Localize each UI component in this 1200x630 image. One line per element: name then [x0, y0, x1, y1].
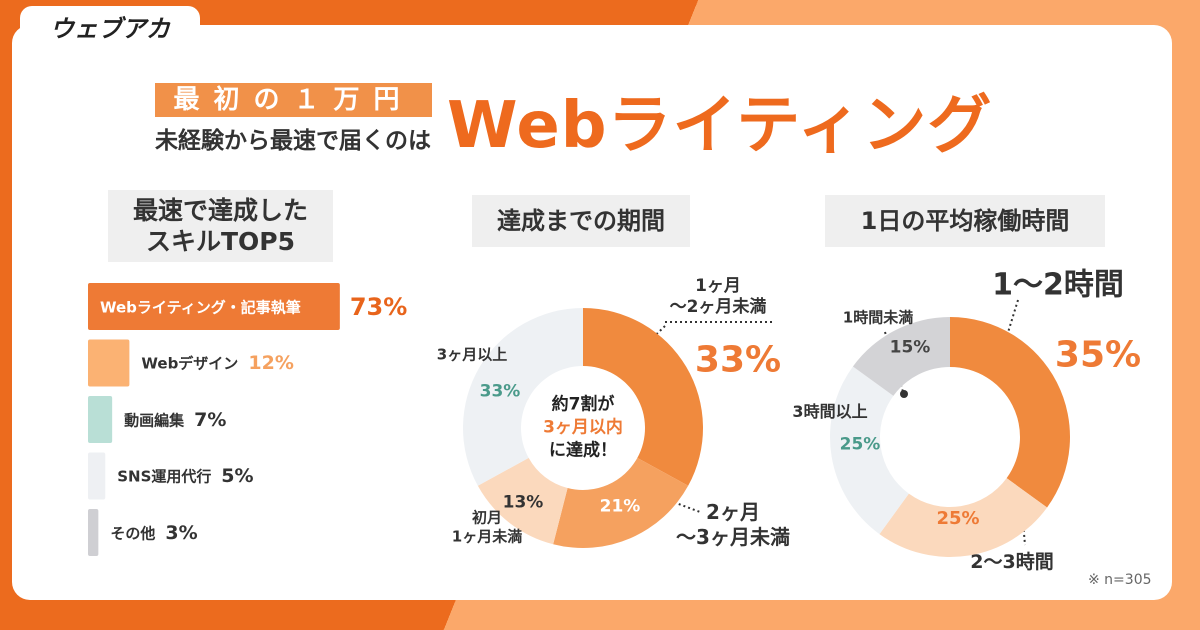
- bar: [88, 339, 130, 387]
- segment-label: 2ヶ月 〜3ヶ月未満: [676, 500, 790, 549]
- bar: [88, 396, 113, 443]
- donut-segment: [583, 308, 704, 486]
- chart-title: 達成までの期間: [472, 195, 690, 247]
- logo: ウェブアカ: [20, 6, 200, 46]
- value-label: 73%: [349, 292, 408, 321]
- center-text: 3ヶ月以内: [543, 417, 623, 438]
- value-label: 12%: [248, 352, 294, 374]
- value-label: 5%: [221, 465, 254, 487]
- donut-segment: [463, 308, 583, 486]
- value-label: 25%: [936, 507, 980, 529]
- bar: [88, 509, 99, 556]
- value-label: 7%: [194, 408, 227, 431]
- donut-segment: [553, 457, 689, 548]
- donut-segment: [852, 317, 950, 396]
- chart-title: 1日の平均稼働時間: [825, 195, 1105, 247]
- value-label: 21%: [599, 496, 641, 517]
- bar: [88, 283, 340, 330]
- leader-dot: [900, 390, 908, 398]
- center-text: 約7割が: [551, 394, 615, 415]
- segment-label: 初月 1ヶ月未満: [451, 508, 523, 545]
- segment-label: 1〜2時間: [992, 267, 1124, 303]
- value-label: 35%: [1054, 334, 1142, 376]
- segment-label: 1時間未満: [842, 308, 914, 327]
- subtitle: 未経験から最速で届くのは: [155, 128, 431, 154]
- center-text: に達成！: [549, 440, 617, 461]
- logo-text: ウェブアカ: [50, 14, 170, 43]
- badge: 最初の１万円: [155, 83, 432, 117]
- bar-label: 動画編集: [124, 411, 185, 429]
- donut-segment: [830, 366, 909, 535]
- bar-label: Webライティング・記事執筆: [100, 298, 301, 316]
- value-label: 25%: [839, 434, 881, 455]
- main-title: Webライティング: [447, 89, 993, 163]
- note: ※ n=305: [1088, 572, 1152, 588]
- bar-label: その他: [110, 524, 156, 542]
- segment-label: 3ヶ月以上: [436, 345, 508, 364]
- segment-label: 3時間以上: [792, 402, 868, 421]
- donut-segment: [950, 317, 1070, 508]
- segment-label: 1ヶ月 〜2ヶ月未満: [669, 275, 767, 317]
- leader-line: [659, 496, 701, 513]
- value-label: 13%: [502, 492, 544, 513]
- bar: [88, 452, 106, 500]
- value-label: 3%: [165, 521, 198, 544]
- donut-segment: [879, 478, 1048, 557]
- value-label: 33%: [694, 339, 782, 381]
- donut-segment: [477, 457, 568, 545]
- segment-label: 2〜3時間: [970, 551, 1054, 574]
- bar-label: SNS運用代行: [117, 467, 212, 486]
- chart-title: 最速で達成した スキルTOP5: [108, 190, 333, 262]
- value-label: 33%: [479, 381, 521, 402]
- bar-label: Webデザイン: [141, 354, 239, 373]
- value-label: 15%: [889, 337, 931, 358]
